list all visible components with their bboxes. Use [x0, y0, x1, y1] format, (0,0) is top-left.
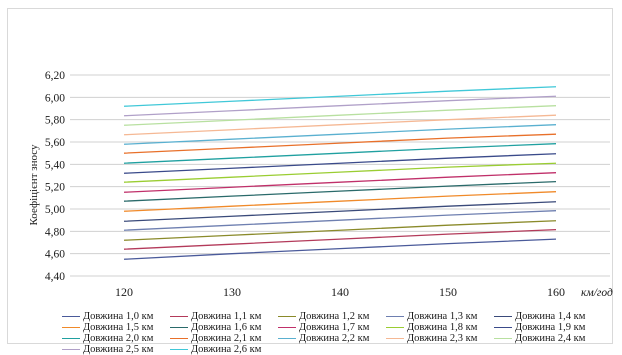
legend-label: Довжина 1,3 км	[407, 311, 478, 322]
legend-swatch	[278, 338, 296, 339]
y-tick-label: 6,20	[45, 70, 65, 82]
legend-label: Довжина 2,1 км	[191, 333, 262, 344]
legend-item: Довжина 1,7 км	[278, 322, 386, 333]
y-tick-label: 4,60	[45, 249, 65, 261]
legend-label: Довжина 2,3 км	[407, 333, 478, 344]
series-line	[123, 114, 557, 136]
x-tick-label: 130	[223, 285, 241, 299]
series-line	[123, 238, 557, 260]
legend: Довжина 1,0 км Довжина 1,1 км Довжина 1,2 …	[62, 311, 602, 355]
series-line	[123, 133, 557, 154]
legend-label: Довжина 1,2 км	[299, 311, 370, 322]
legend-label: Довжина 1,0 км	[83, 311, 154, 322]
x-axis-unit-label: км/год	[581, 287, 613, 299]
series-line	[123, 210, 557, 231]
series-line	[123, 124, 557, 145]
series-line	[123, 143, 557, 164]
legend-label: Довжина 2,0 км	[83, 333, 154, 344]
legend-item: Довжина 1,4 км	[494, 311, 602, 322]
x-axis-ticks: 120 130 140 150 160	[115, 285, 565, 299]
legend-item: Довжина 1,6 км	[170, 322, 278, 333]
legend-swatch	[494, 316, 512, 317]
series-line	[123, 162, 557, 183]
series-line	[123, 95, 557, 117]
legend-swatch	[62, 338, 80, 339]
legend-swatch	[386, 316, 404, 317]
legend-item: Довжина 1,0 км	[62, 311, 170, 322]
legend-item: Довжина 2,3 км	[386, 333, 494, 344]
y-tick-label: 5,20	[45, 182, 65, 194]
y-tick-label: 5,00	[45, 204, 65, 216]
legend-label: Довжина 1,7 км	[299, 322, 370, 333]
legend-item: Довжина 1,9 км	[494, 322, 602, 333]
y-tick-label: 5,80	[45, 115, 65, 127]
series-lines	[123, 86, 557, 260]
legend-swatch	[386, 338, 404, 339]
legend-label: Довжина 2,5 км	[83, 344, 154, 355]
legend-swatch	[278, 316, 296, 317]
legend-swatch	[170, 316, 188, 317]
chart-frame	[7, 8, 613, 344]
y-tick-label: 5,40	[45, 159, 65, 171]
series-line	[123, 153, 557, 174]
legend-item: Довжина 2,1 км	[170, 333, 278, 344]
legend-item: Довжина 2,5 км	[62, 344, 170, 355]
legend-item: Довжина 1,5 км	[62, 322, 170, 333]
series-line	[123, 172, 557, 193]
legend-swatch	[62, 327, 80, 328]
legend-swatch	[494, 338, 512, 339]
y-axis-label: Коефіцієнт зносу	[28, 144, 40, 225]
legend-item: Довжина 1,3 км	[386, 311, 494, 322]
series-line	[123, 105, 557, 126]
legend-item: Довжина 2,6 км	[170, 344, 278, 355]
legend-label: Довжина 1,4 км	[515, 311, 586, 322]
legend-swatch	[278, 327, 296, 328]
legend-item: Довжина 2,0 км	[62, 333, 170, 344]
legend-swatch	[170, 349, 188, 350]
legend-item: Довжина 2,4 км	[494, 333, 602, 344]
series-line	[123, 180, 557, 202]
legend-item: Довжина 1,1 км	[170, 311, 278, 322]
y-axis-ticks: 4,40 4,60 4,80 5,00 5,20 5,40 5,60 5,80 6,00 6,20	[45, 70, 65, 283]
series-line	[123, 201, 557, 222]
legend-swatch	[62, 316, 80, 317]
legend-label: Довжина 1,8 км	[407, 322, 478, 333]
x-tick-label: 150	[439, 285, 457, 299]
series-line	[123, 191, 557, 212]
series-line	[123, 220, 557, 241]
y-tick-label: 4,40	[45, 271, 65, 283]
legend-label: Довжина 1,6 км	[191, 322, 262, 333]
y-tick-label: 6,00	[45, 92, 65, 104]
legend-item: Довжина 1,8 км	[386, 322, 494, 333]
legend-label: Довжина 2,4 км	[515, 333, 586, 344]
legend-label: Довжина 2,6 км	[191, 344, 262, 355]
legend-swatch	[170, 338, 188, 339]
legend-swatch	[62, 349, 80, 350]
legend-item: Довжина 2,2 км	[278, 333, 386, 344]
legend-swatch	[170, 327, 188, 328]
x-tick-label: 160	[547, 285, 565, 299]
legend-item: Довжина 1,2 км	[278, 311, 386, 322]
legend-swatch	[494, 327, 512, 328]
series-line	[123, 229, 557, 250]
legend-label: Довжина 1,1 км	[191, 311, 262, 322]
legend-label: Довжина 1,5 км	[83, 322, 154, 333]
x-tick-label: 140	[331, 285, 349, 299]
legend-label: Довжина 2,2 км	[299, 333, 370, 344]
y-tick-label: 4,80	[45, 226, 65, 238]
x-tick-label: 120	[115, 285, 133, 299]
legend-label: Довжина 1,9 км	[515, 322, 586, 333]
series-line	[123, 86, 557, 107]
y-tick-label: 5,60	[45, 137, 65, 149]
legend-swatch	[386, 327, 404, 328]
